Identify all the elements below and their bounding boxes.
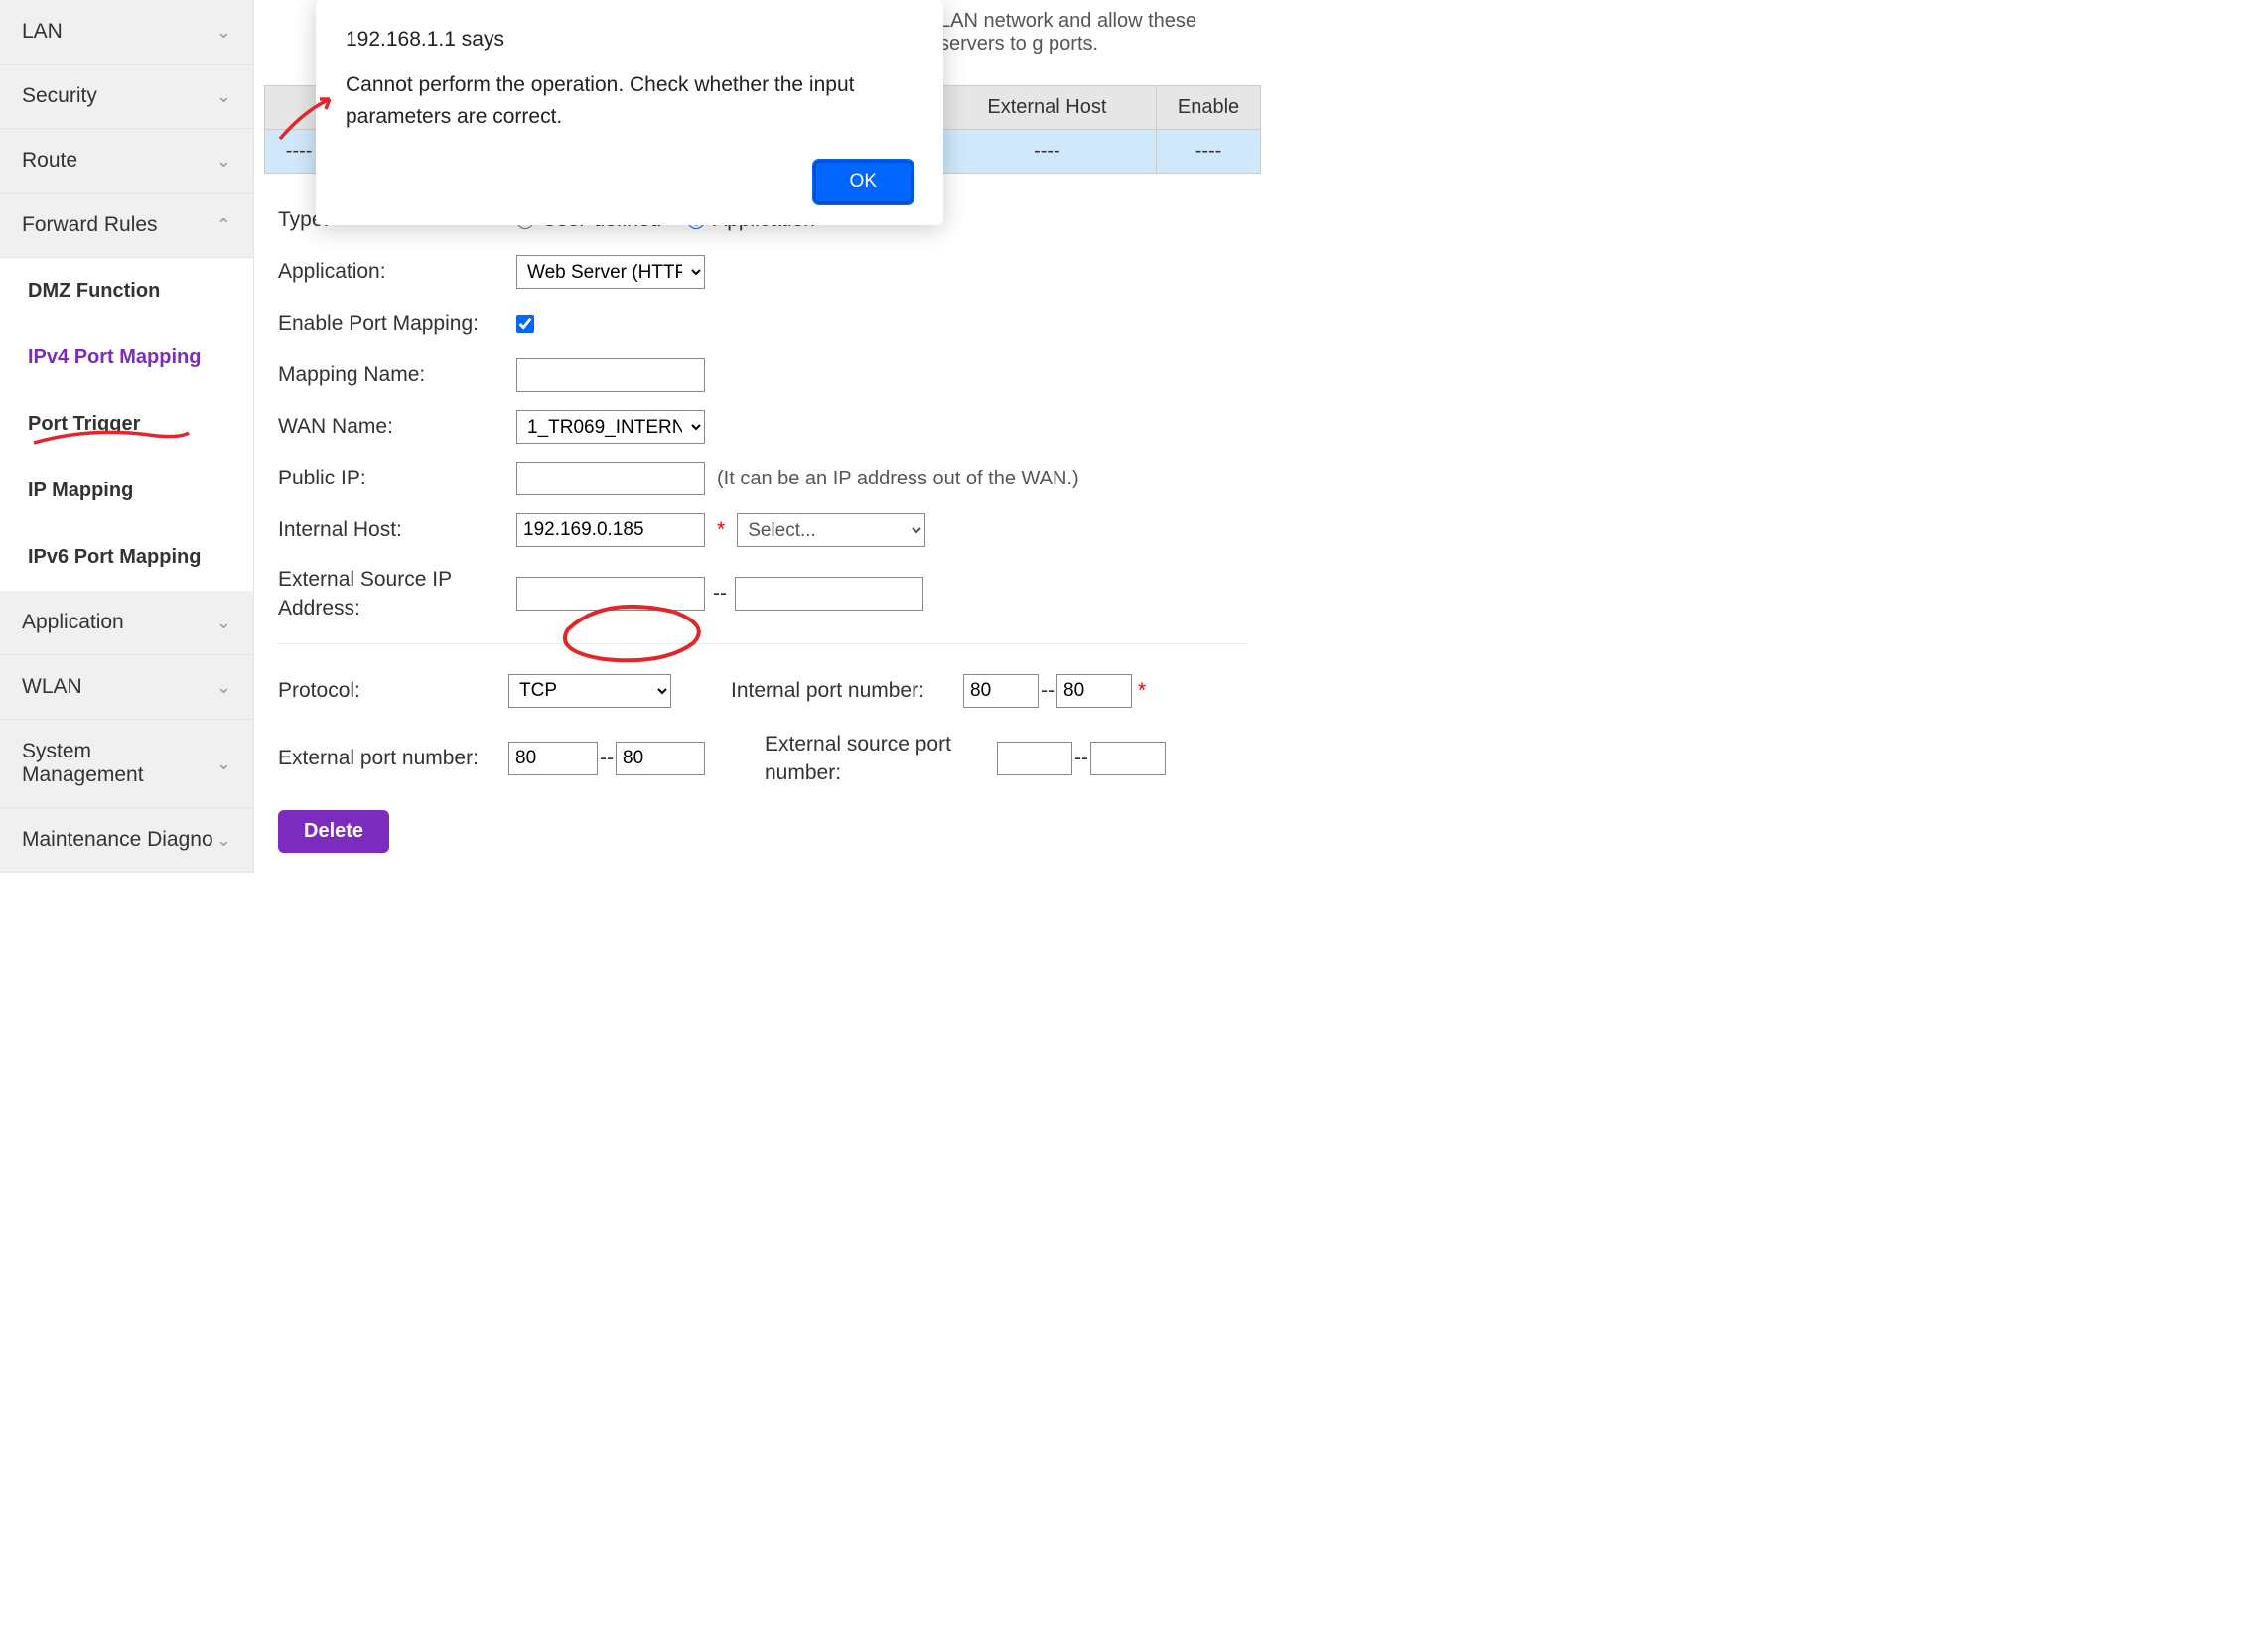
sidebar: LAN ⌄ Security ⌄ Route ⌄ Forward Rules ⌃…: [0, 0, 254, 873]
range-dash: --: [713, 582, 727, 606]
sidebar-item-route[interactable]: Route ⌄: [0, 129, 253, 194]
sidebar-label: Application: [22, 611, 124, 634]
sidebar-label: Forward Rules: [22, 213, 158, 237]
protocol-select[interactable]: TCP: [508, 674, 671, 708]
table-header: Enable: [1157, 86, 1261, 130]
external-source-ip-label: External Source IP Address:: [278, 565, 516, 623]
port-panel: Protocol: TCP Internal port number: -- *: [278, 643, 1247, 853]
application-label: Application:: [278, 260, 516, 284]
enable-label: Enable Port Mapping:: [278, 312, 516, 336]
internal-host-select[interactable]: Select...: [737, 513, 925, 547]
external-port-to-input[interactable]: [616, 742, 705, 775]
sidebar-item-forward-rules[interactable]: Forward Rules ⌃: [0, 194, 253, 258]
sidebar-label: System Management: [22, 740, 216, 787]
chevron-down-icon: ⌄: [216, 151, 231, 172]
internal-host-label: Internal Host:: [278, 518, 516, 542]
table-cell: ----: [1157, 130, 1261, 174]
mapping-name-label: Mapping Name:: [278, 363, 516, 387]
external-source-port-label: External source port number:: [765, 730, 997, 788]
protocol-label: Protocol:: [278, 679, 508, 703]
required-marker: *: [717, 518, 725, 542]
required-marker: *: [1138, 679, 1146, 703]
mapping-form: Type: User-defined Application Applicati…: [264, 204, 1261, 853]
chevron-down-icon: ⌄: [216, 613, 231, 633]
table-cell: ----: [937, 130, 1156, 174]
sidebar-label: LAN: [22, 20, 63, 44]
internal-port-label: Internal port number:: [731, 679, 963, 703]
sidebar-item-maintenance[interactable]: Maintenance Diagno ⌄: [0, 808, 253, 873]
sidebar-sub-ipv4-port-mapping[interactable]: IPv4 Port Mapping: [0, 325, 253, 391]
sidebar-label: Security: [22, 84, 97, 108]
sidebar-sub-port-trigger[interactable]: Port Trigger: [0, 391, 253, 458]
sidebar-sub-ipv6-port-mapping[interactable]: IPv6 Port Mapping: [0, 524, 253, 591]
sidebar-item-wlan[interactable]: WLAN ⌄: [0, 655, 253, 720]
dialog-ok-button[interactable]: OK: [813, 160, 914, 204]
sidebar-label: Maintenance Diagno: [22, 828, 213, 852]
chevron-down-icon: ⌄: [216, 22, 231, 43]
chevron-up-icon: ⌃: [216, 215, 231, 236]
wan-name-select[interactable]: 1_TR069_INTERN: [516, 410, 705, 444]
range-dash: --: [600, 747, 614, 770]
internal-port-to-input[interactable]: [1056, 674, 1132, 708]
external-source-ip-from-input[interactable]: [516, 577, 705, 611]
sidebar-item-application[interactable]: Application ⌄: [0, 591, 253, 655]
wan-name-label: WAN Name:: [278, 415, 516, 439]
sidebar-label: Route: [22, 149, 77, 173]
sidebar-label: WLAN: [22, 675, 82, 699]
range-dash: --: [1074, 747, 1088, 770]
internal-port-from-input[interactable]: [963, 674, 1039, 708]
sidebar-item-security[interactable]: Security ⌄: [0, 65, 253, 129]
public-ip-hint: (It can be an IP address out of the WAN.…: [717, 468, 1079, 490]
range-dash: --: [1041, 679, 1055, 703]
dialog-host: 192.168.1.1 says: [346, 28, 914, 52]
chevron-down-icon: ⌄: [216, 830, 231, 851]
external-source-port-from-input[interactable]: [997, 742, 1072, 775]
chevron-down-icon: ⌄: [216, 677, 231, 698]
external-port-from-input[interactable]: [508, 742, 598, 775]
enable-port-mapping-checkbox[interactable]: [516, 315, 534, 333]
chevron-down-icon: ⌄: [216, 754, 231, 774]
public-ip-input[interactable]: [516, 462, 705, 495]
sidebar-subitems: DMZ Function IPv4 Port Mapping Port Trig…: [0, 258, 253, 591]
sidebar-item-system-management[interactable]: System Management ⌄: [0, 720, 253, 808]
chevron-down-icon: ⌄: [216, 86, 231, 107]
delete-button[interactable]: Delete: [278, 810, 389, 853]
external-source-port-to-input[interactable]: [1090, 742, 1166, 775]
external-port-label: External port number:: [278, 747, 508, 770]
alert-dialog: 192.168.1.1 says Cannot perform the oper…: [316, 0, 943, 225]
application-select[interactable]: Web Server (HTTP): [516, 255, 705, 289]
public-ip-label: Public IP:: [278, 467, 516, 490]
sidebar-item-lan[interactable]: LAN ⌄: [0, 0, 253, 65]
dialog-message: Cannot perform the operation. Check whet…: [346, 69, 914, 132]
external-source-ip-to-input[interactable]: [735, 577, 923, 611]
table-header: External Host: [937, 86, 1156, 130]
sidebar-sub-ip-mapping[interactable]: IP Mapping: [0, 458, 253, 524]
sidebar-sub-dmz[interactable]: DMZ Function: [0, 258, 253, 325]
internal-host-input[interactable]: [516, 513, 705, 547]
mapping-name-input[interactable]: [516, 358, 705, 392]
